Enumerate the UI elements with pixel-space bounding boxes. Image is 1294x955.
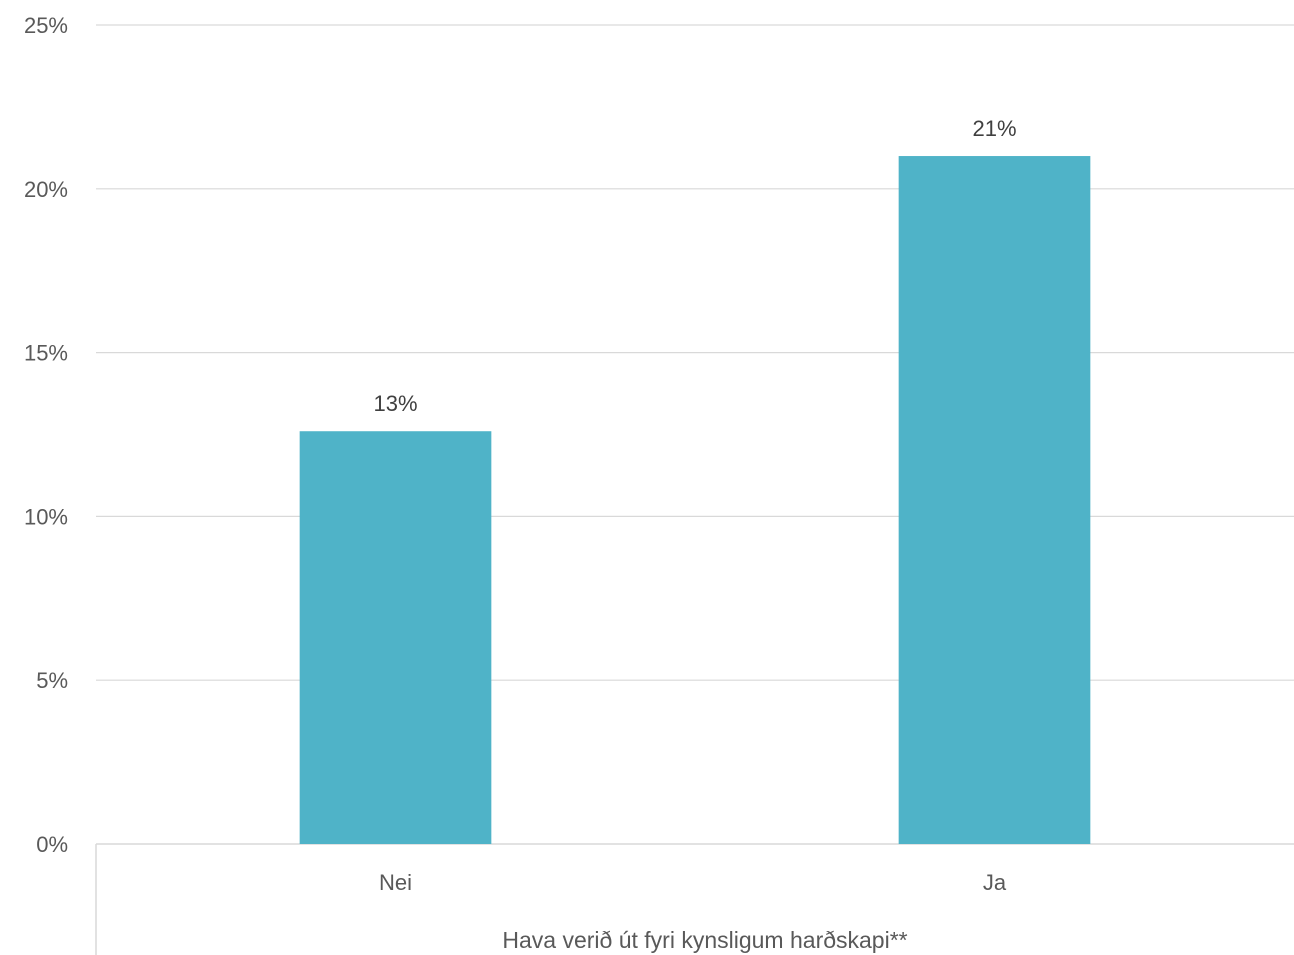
axes [95,843,1294,955]
y-tick-label: 25% [24,13,68,38]
y-tick-label: 20% [24,177,68,202]
bars [299,156,1091,845]
y-tick-label: 5% [36,668,68,693]
y-tick-label: 10% [24,504,68,529]
gridlines [96,24,1294,681]
y-tick-label: 0% [36,832,68,857]
category-label: Nei [379,870,412,895]
y-tick-label: 15% [24,341,68,366]
data-labels: 13% 21% [373,116,1016,416]
bar-nei [299,431,492,844]
y-axis-tick-labels: 0% 5% 10% 15% 20% 25% [24,13,68,857]
category-label: Ja [983,870,1007,895]
x-axis-category-labels: Nei Ja [379,870,1007,895]
bar-ja [898,156,1091,845]
data-label: 21% [972,116,1016,141]
x-axis-title: Hava verið út fyri kynsligum harðskapi** [502,927,907,953]
data-label: 13% [373,391,417,416]
